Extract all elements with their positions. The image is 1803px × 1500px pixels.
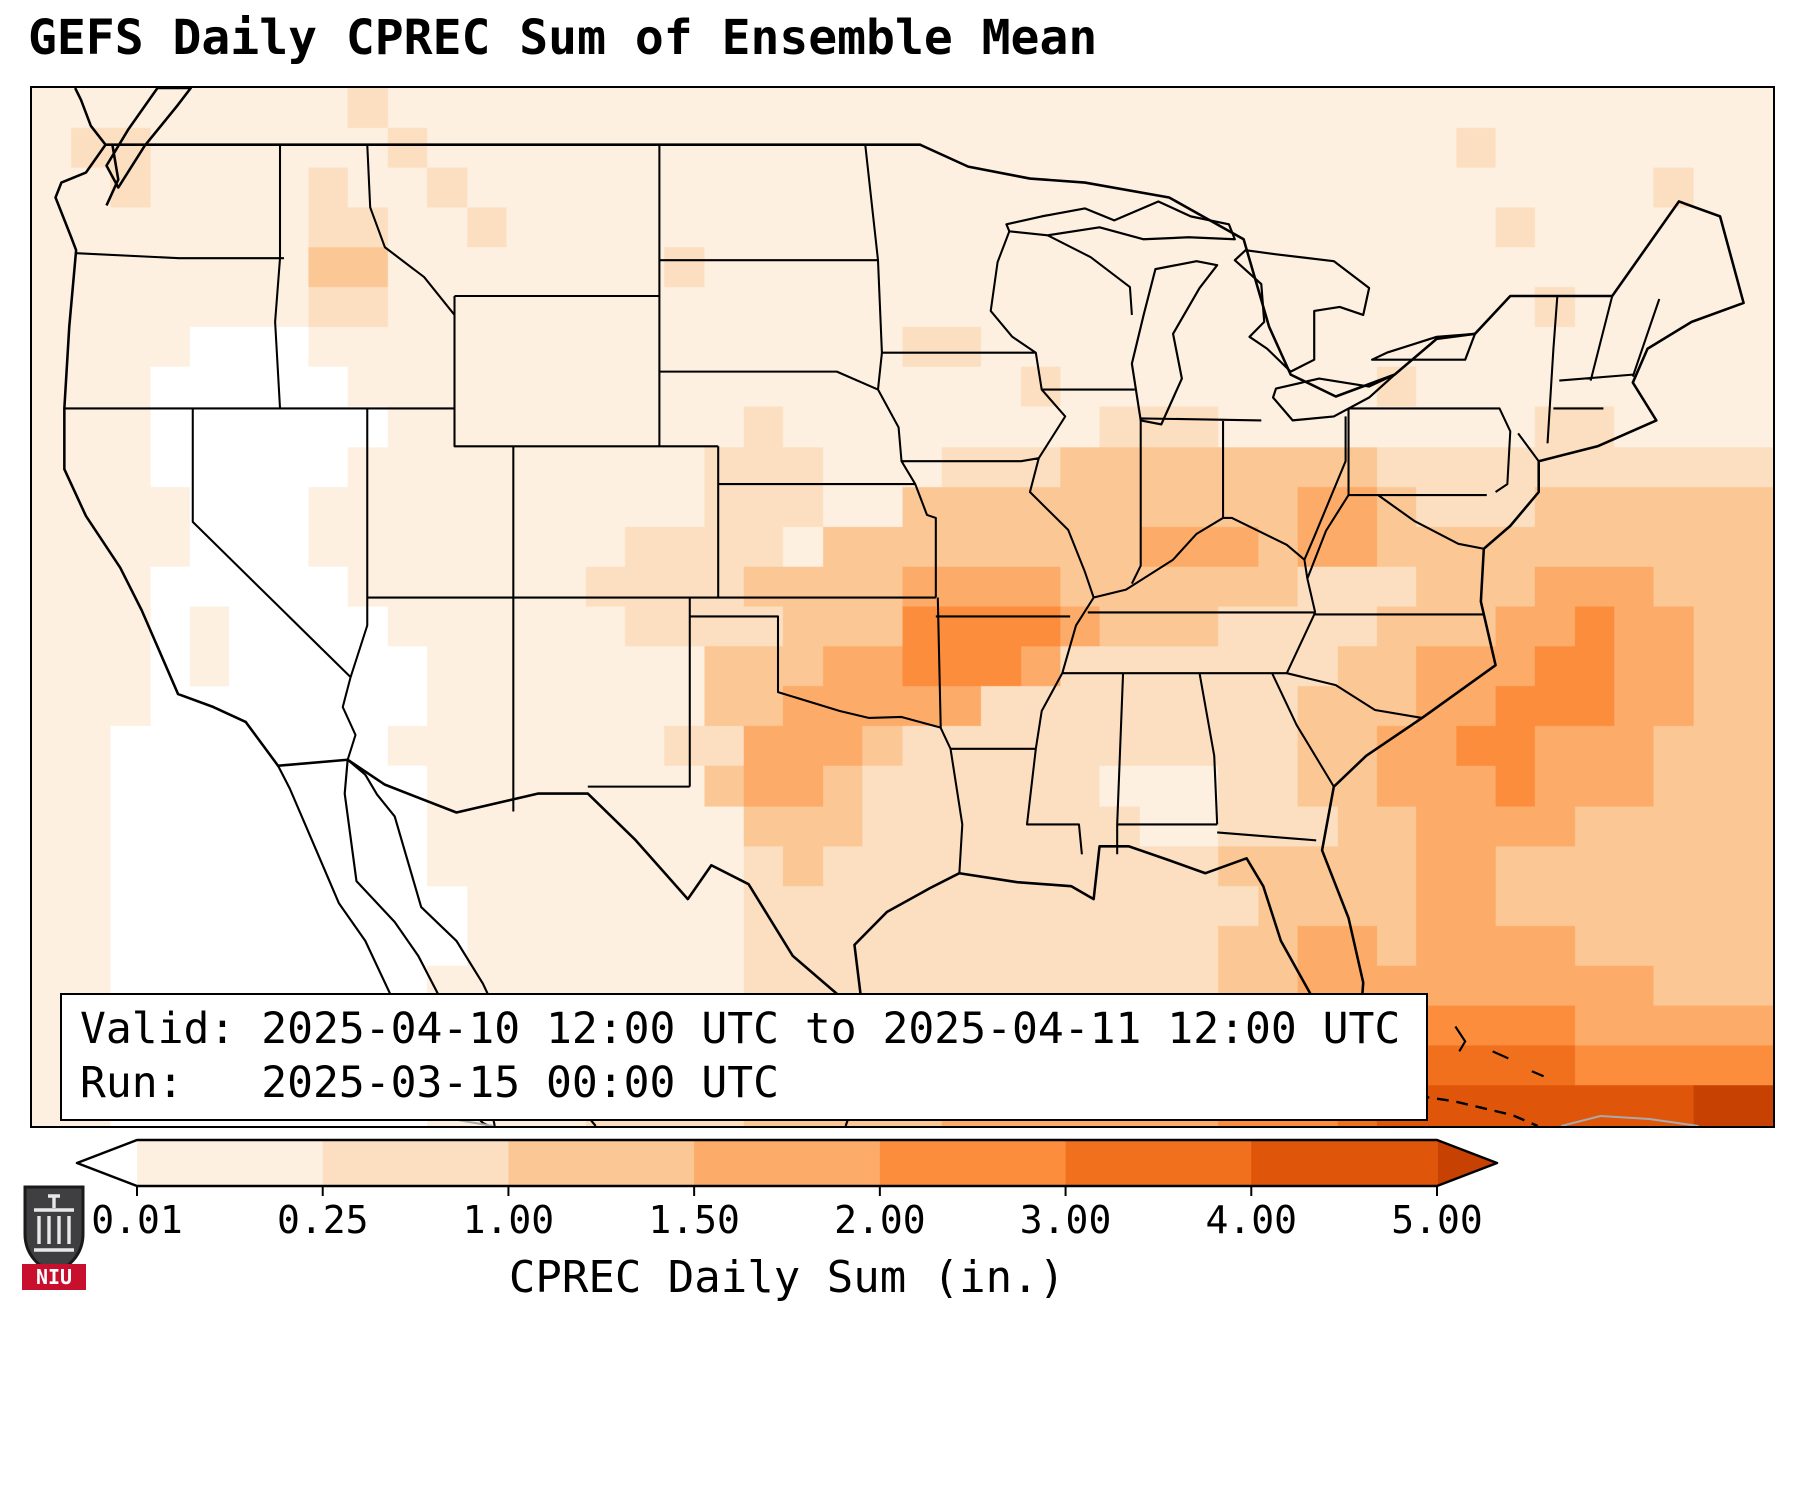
niu-shield-columns <box>34 1194 74 1252</box>
colorbar-tick-label: 2.00 <box>834 1198 926 1242</box>
colorbar-tick-label: 1.50 <box>648 1198 740 1242</box>
bahamas-islands <box>1454 1025 1545 1078</box>
colorbar-tick-label: 3.00 <box>1019 1198 1112 1242</box>
colorbar-under-arrow <box>77 1140 137 1186</box>
colorbar-tick-label: 0.01 <box>91 1198 183 1242</box>
colorbar-segment <box>508 1140 696 1186</box>
colorbar-tick-labels: 0.01 0.25 1.00 1.50 2.00 3.00 4.00 5.00 <box>60 1198 1520 1244</box>
mexico-coastline <box>277 758 865 1126</box>
state-borders-layer <box>54 88 1745 1126</box>
colorbar-outline <box>75 1138 1499 1188</box>
niu-logo-text: NIU <box>36 1265 72 1289</box>
colorbar-tick-label: 4.00 <box>1205 1198 1298 1242</box>
state-borders <box>64 144 1661 874</box>
colorbar-over-arrow <box>1437 1140 1497 1186</box>
niu-band <box>22 1264 86 1290</box>
run-time-text: Run: 2025-03-15 00:00 UTC <box>80 1057 779 1108</box>
colorbar-tick-label: 1.00 <box>462 1198 555 1242</box>
colorbar-tickmarks <box>136 1186 1438 1196</box>
colorbar-segment <box>1251 1140 1438 1186</box>
colorbar-segment <box>1065 1140 1253 1186</box>
us-outline <box>54 88 1745 1045</box>
figure-title: GEFS Daily CPREC Sum of Ensemble Mean <box>28 10 1098 66</box>
colorbar-segments <box>137 1140 1438 1186</box>
colorbar <box>75 1138 1499 1196</box>
map-axes: Valid: 2025-04-10 12:00 UTC to 2025-04-1… <box>30 86 1775 1128</box>
colorbar-segment <box>694 1140 881 1186</box>
valid-time-text: Valid: 2025-04-10 12:00 UTC to 2025-04-1… <box>80 1004 1401 1054</box>
great-lakes-outline <box>1005 200 1477 426</box>
colorbar-segment <box>322 1140 510 1186</box>
info-box: Valid: 2025-04-10 12:00 UTC to 2025-04-1… <box>60 993 1428 1121</box>
colorbar-tick-label: 0.25 <box>276 1198 369 1242</box>
colorbar-segment <box>879 1140 1067 1186</box>
colorbar-tick-label: 5.00 <box>1391 1198 1483 1242</box>
niu-logo: NIU <box>22 1185 86 1290</box>
colorbar-segment <box>137 1140 324 1186</box>
colorbar-axis-label: CPREC Daily Sum (in.) <box>508 1252 1066 1303</box>
